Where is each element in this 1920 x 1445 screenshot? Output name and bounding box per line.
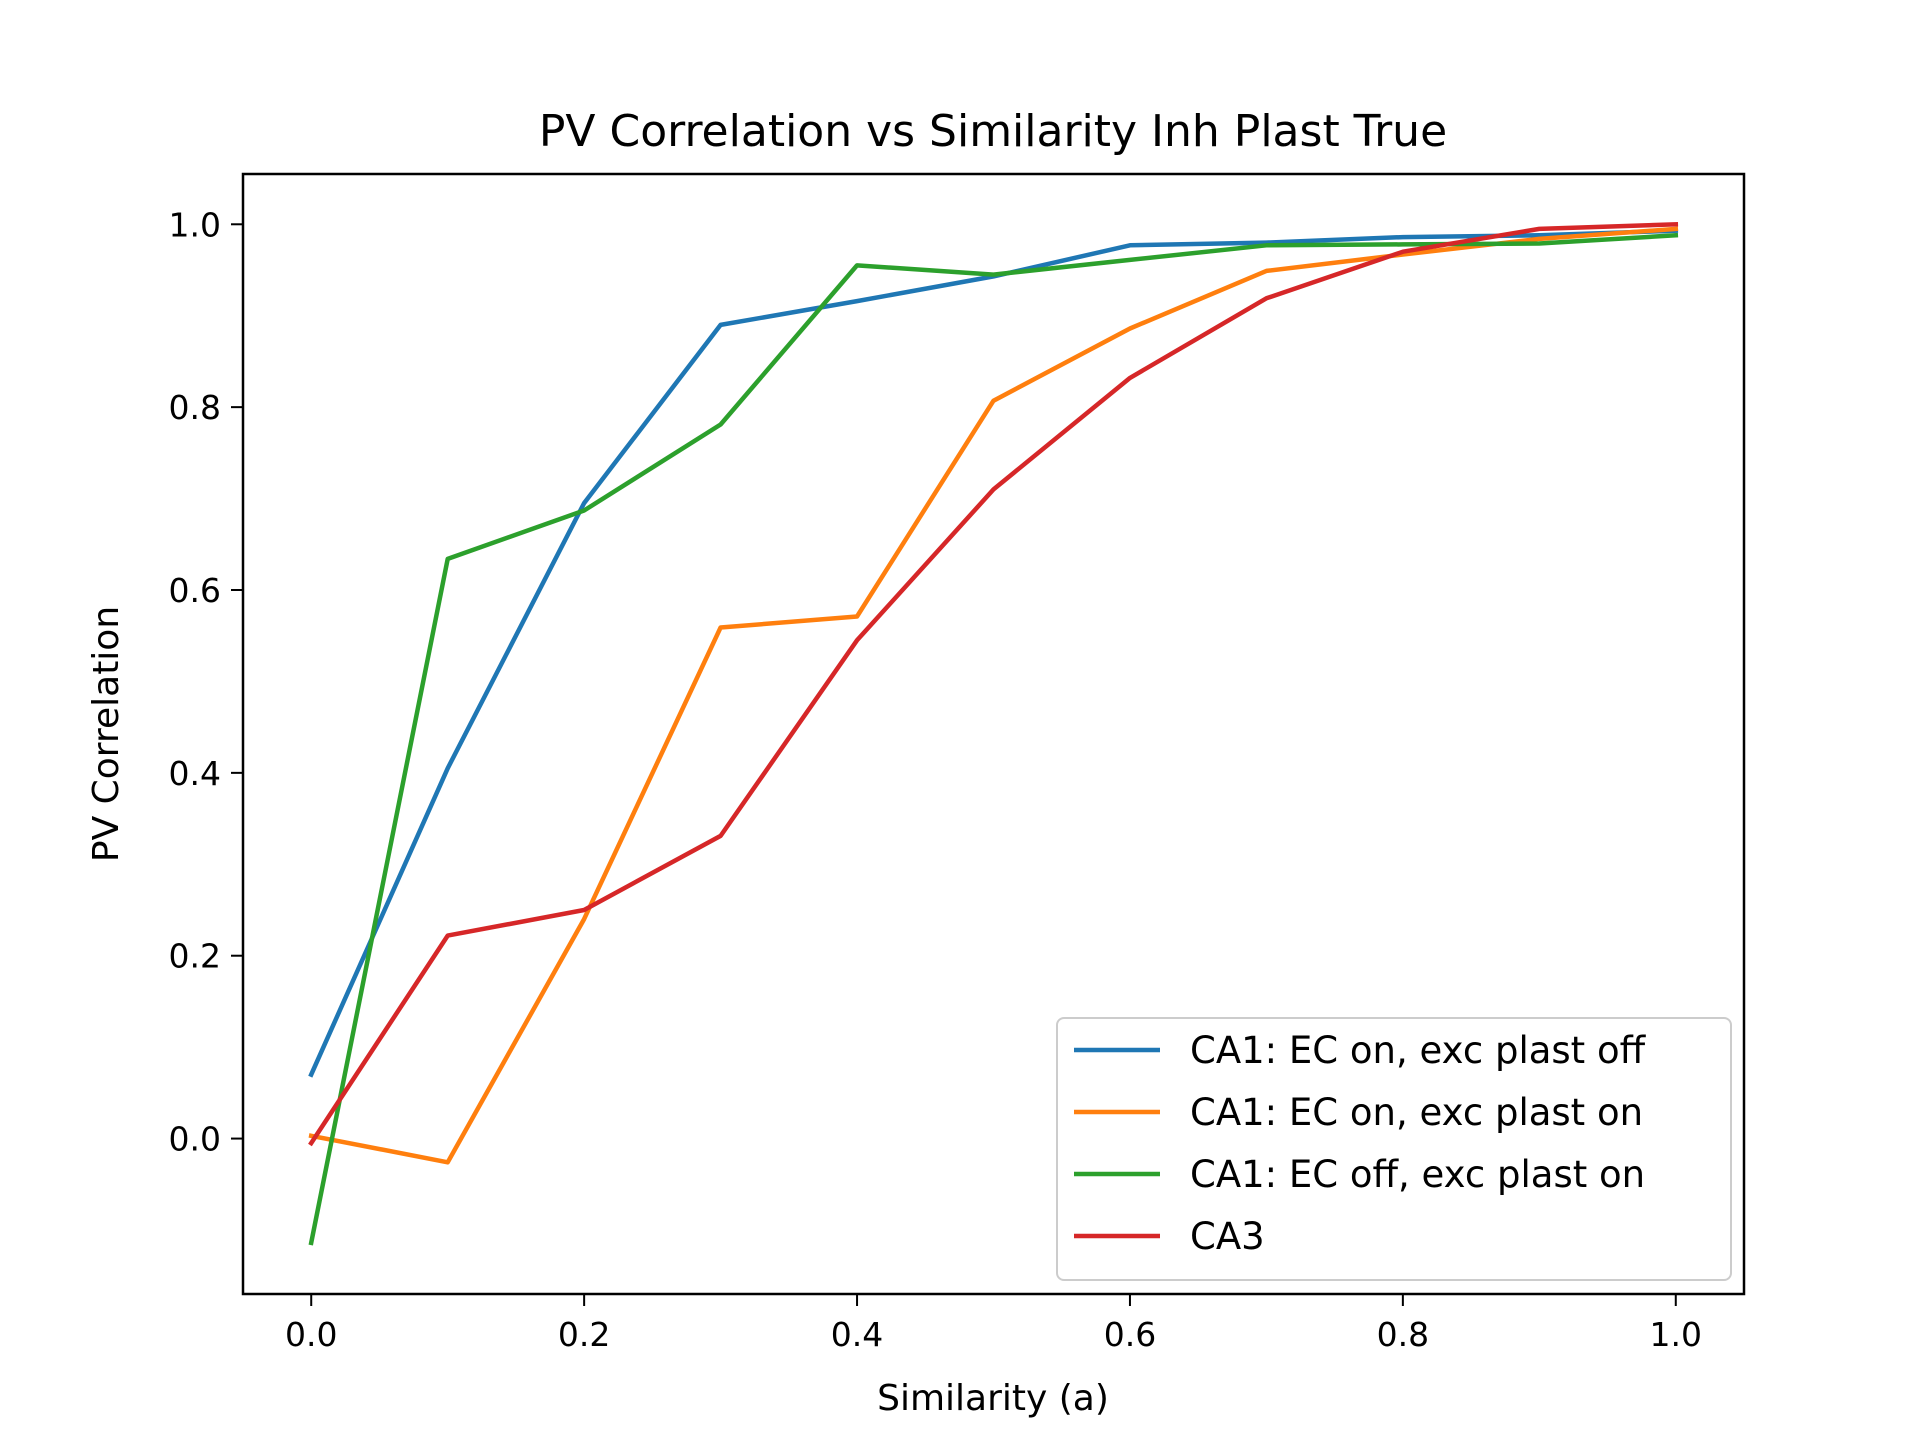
x-tick-label: 1.0 [1650,1315,1702,1354]
y-tick-label: 0.2 [169,937,221,976]
y-axis: 0.0 0.2 0.4 0.6 0.8 1.0 [169,205,243,1159]
x-axis: 0.0 0.2 0.4 0.6 0.8 1.0 [285,1294,1702,1354]
legend-label-3: CA1: EC off, exc plast on [1190,1153,1645,1196]
y-tick-label: 0.6 [169,571,221,610]
x-tick-label: 0.6 [1104,1315,1156,1354]
x-tick-label: 0.0 [285,1315,337,1354]
legend-box [1056,1017,1732,1281]
legend-label-1: CA1: EC on, exc plast off [1190,1029,1647,1072]
x-axis-label: Similarity (a) [877,1378,1109,1419]
axes-frame [241,172,1746,1296]
y-tick-label: 0.8 [169,388,221,427]
legend-label-2: CA1: EC on, exc plast on [1190,1091,1643,1134]
x-tick-label: 0.4 [831,1315,883,1354]
x-tick-label: 0.8 [1377,1315,1429,1354]
y-tick-label: 0.0 [169,1120,221,1159]
y-tick-label: 0.4 [169,754,221,793]
series-line-2 [308,226,1679,1165]
y-tick-label: 1.0 [169,205,221,244]
legend-label-4: CA3 [1190,1215,1265,1258]
x-tick-label: 0.2 [558,1315,610,1354]
series-line-4 [308,221,1679,1147]
y-axis-label: PV Correlation [86,606,127,862]
legend: CA1: EC on, exc plast off CA1: EC on, exc… [1056,1017,1732,1281]
chart-title: PV Correlation vs Similarity Inh Plast T… [539,106,1447,157]
